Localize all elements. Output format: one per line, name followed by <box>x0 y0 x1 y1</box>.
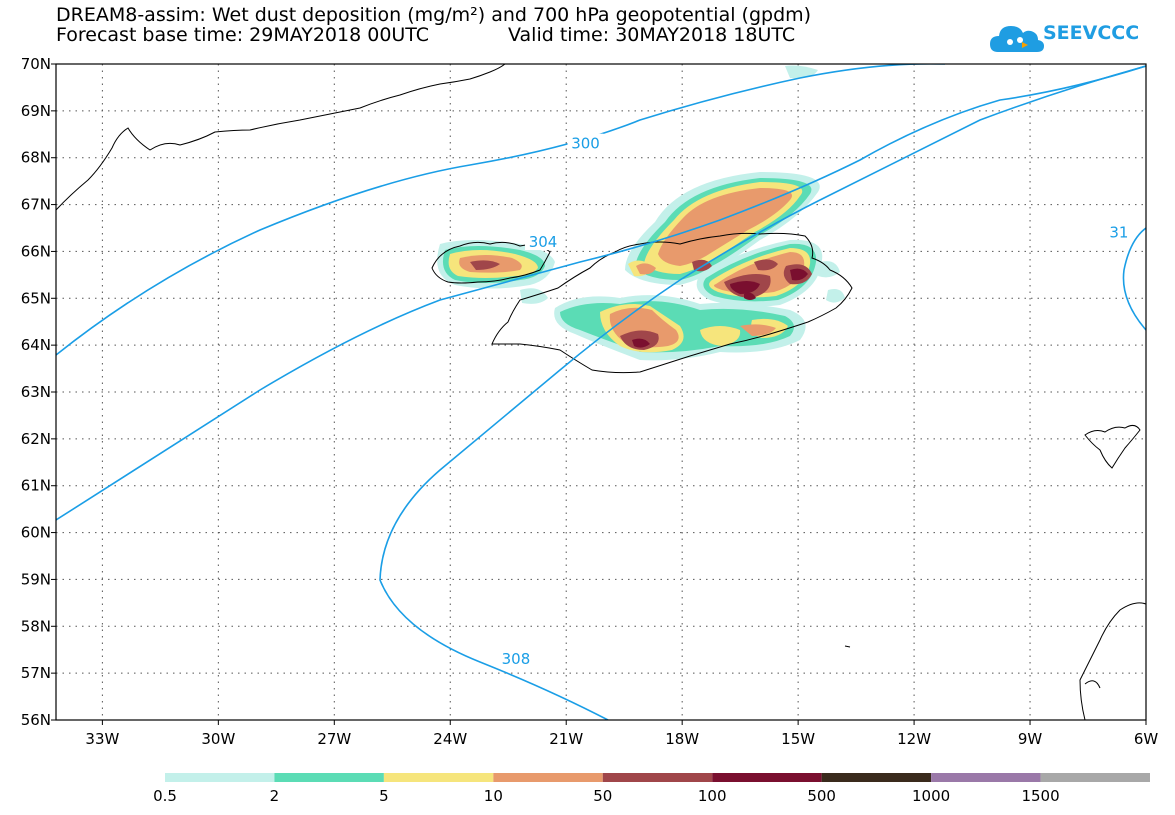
legend-swatch <box>493 773 603 782</box>
legend-label: 100 <box>698 787 727 805</box>
lat-tick-label: 58N <box>21 617 51 635</box>
lat-tick-label: 56N <box>21 711 51 729</box>
legend-swatch <box>274 773 384 782</box>
contour-labels: 300 304 308 31 <box>497 133 1132 668</box>
lat-tick-label: 65N <box>21 289 51 307</box>
forecast-base-time: Forecast base time: 29MAY2018 00UTC <box>56 24 430 46</box>
legend-label: 0.5 <box>153 787 177 805</box>
lon-tick-label: 12W <box>897 730 931 748</box>
graticule <box>56 64 1146 720</box>
contour-label-bg <box>497 649 534 668</box>
legend-label: 50 <box>593 787 612 805</box>
contour-label: 300 <box>571 135 600 153</box>
lat-tick-label: 59N <box>21 570 51 588</box>
contour-label-bg <box>1105 222 1132 241</box>
lat-tick-label: 64N <box>21 336 51 354</box>
lat-tick-label: 63N <box>21 383 51 401</box>
legend-swatch <box>821 773 932 782</box>
lat-tick-label: 69N <box>21 102 51 120</box>
lon-tick-label: 9W <box>1018 730 1043 748</box>
cloud-icon <box>990 26 1044 52</box>
axis-labels: 33W 30W 27W 24W 21W 18W 15W 12W 9W 6W 56N 57N 58N 59N… <box>21 55 1159 748</box>
lon-tick-label: 6W <box>1134 730 1159 748</box>
legend-swatch <box>712 773 822 782</box>
dust-deposition-field <box>437 65 845 361</box>
lon-tick-label: 27W <box>317 730 351 748</box>
lat-tick-label: 70N <box>21 55 51 73</box>
legend-label: 10 <box>484 787 503 805</box>
lat-tick-label: 57N <box>21 664 51 682</box>
contour-label-bg <box>567 133 604 152</box>
legend-label: 5 <box>379 787 389 805</box>
lat-tick-label: 62N <box>21 430 51 448</box>
lat-tick-label: 68N <box>21 149 51 167</box>
legend-swatch <box>165 773 275 782</box>
lat-tick-label: 60N <box>21 524 51 542</box>
legend-label: 1500 <box>1021 787 1059 805</box>
contour-label: 31 <box>1109 224 1128 242</box>
lon-tick-label: 30W <box>201 730 235 748</box>
map-title: DREAM8-assim: Wet dust deposition (mg/m²… <box>56 4 812 26</box>
contour-label-bg <box>525 232 562 251</box>
lon-tick-label: 33W <box>85 730 119 748</box>
lon-tick-label: 18W <box>665 730 699 748</box>
legend-label: 2 <box>270 787 280 805</box>
lat-tick-label: 67N <box>21 196 51 214</box>
valid-time: Valid time: 30MAY2018 18UTC <box>508 24 796 46</box>
legend-swatch <box>931 773 1041 782</box>
legend-swatch <box>1040 773 1150 782</box>
color-legend: 0.5 2 5 10 50 100 500 1000 1500 <box>153 773 1150 805</box>
legend-label: 1000 <box>912 787 950 805</box>
geopotential-contours <box>56 64 1146 720</box>
coastlines <box>56 64 1146 720</box>
lat-tick-label: 66N <box>21 242 51 260</box>
contour-label: 308 <box>502 650 531 668</box>
logo-text: SEEVCCC <box>1043 22 1140 44</box>
contour-label: 304 <box>529 233 558 251</box>
legend-swatch <box>602 773 713 782</box>
lon-tick-label: 15W <box>781 730 815 748</box>
lon-tick-label: 21W <box>549 730 583 748</box>
lon-tick-label: 24W <box>433 730 467 748</box>
legend-swatch <box>383 773 494 782</box>
legend-label: 500 <box>807 787 836 805</box>
lat-tick-label: 61N <box>21 477 51 495</box>
